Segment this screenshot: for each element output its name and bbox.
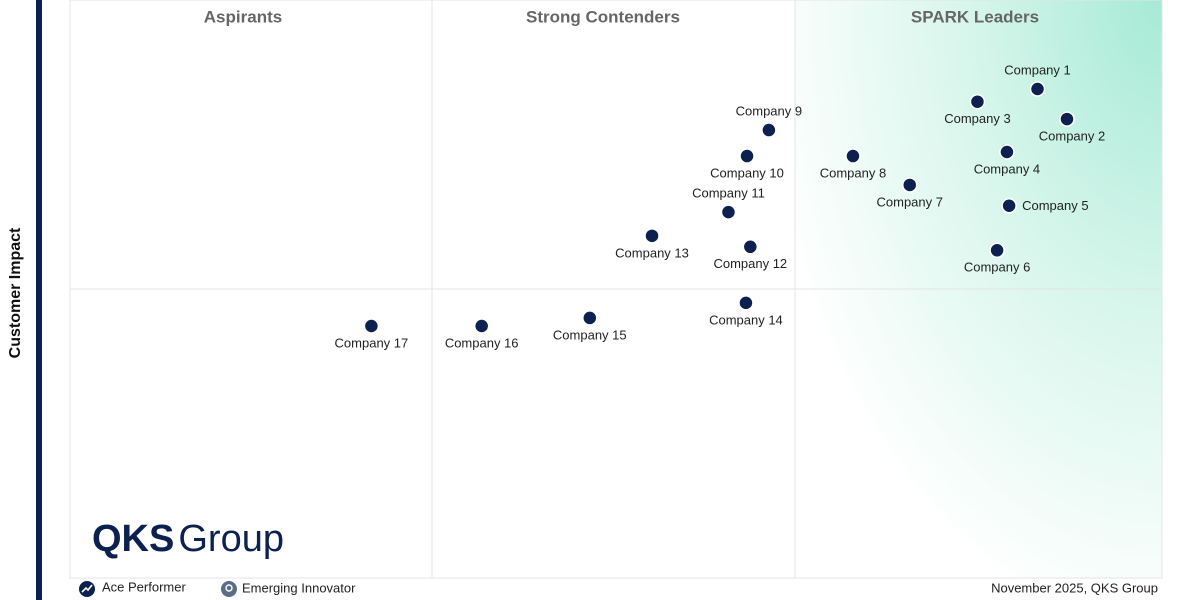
- point: [1029, 81, 1046, 97]
- point-label: Company 10: [710, 165, 784, 180]
- point-label: Company 11: [692, 186, 765, 201]
- point-label: Company 2: [1039, 129, 1105, 144]
- point: [742, 239, 759, 255]
- point: [901, 177, 918, 193]
- point: [989, 242, 1005, 259]
- point-label: Company 3: [944, 111, 1010, 126]
- logo-light: Group: [178, 518, 284, 560]
- point-label: Company 7: [877, 194, 943, 209]
- point: [720, 204, 737, 220]
- point-label: Company 6: [964, 260, 1030, 275]
- point: [761, 122, 777, 138]
- point-label: Company 9: [736, 103, 802, 118]
- point: [644, 228, 660, 244]
- point: [582, 310, 598, 326]
- point-label: Company 5: [1022, 198, 1088, 213]
- point: [363, 318, 380, 334]
- point-label: Company 12: [713, 256, 787, 271]
- legend-icon-glyph: [81, 584, 93, 593]
- legend-icon-glyph: [225, 584, 233, 592]
- point: [969, 93, 986, 110]
- side-bar: [36, 0, 42, 600]
- point-label: Company 8: [820, 165, 886, 180]
- quadrant-label: SPARK Leaders: [911, 7, 1039, 26]
- point-label: Company 17: [335, 335, 409, 350]
- logo-bold: QKS: [92, 518, 174, 560]
- legend-icon: [221, 581, 237, 597]
- logo: QKS Group: [92, 518, 284, 560]
- point: [739, 148, 755, 164]
- point: [1001, 198, 1017, 214]
- point-label: Company 13: [615, 245, 689, 260]
- point: [845, 148, 861, 164]
- point-label: Company 15: [553, 327, 627, 342]
- point-label: Company 4: [974, 161, 1040, 176]
- point-label: Company 1: [1004, 62, 1070, 77]
- footer: November 2025, QKS Group: [991, 580, 1158, 595]
- point-label: Company 14: [709, 312, 783, 327]
- point: [738, 295, 754, 311]
- point-label: Company 16: [445, 335, 519, 350]
- quadrant-label: Strong Contenders: [526, 7, 680, 26]
- point: [473, 318, 490, 334]
- legend-label: Ace Performer: [102, 579, 186, 594]
- y-axis-label: Customer Impact: [7, 227, 24, 358]
- quadrant-label: Aspirants: [204, 7, 282, 26]
- legend-label: Emerging Innovator: [242, 580, 356, 595]
- point: [999, 144, 1015, 160]
- point: [1059, 111, 1075, 127]
